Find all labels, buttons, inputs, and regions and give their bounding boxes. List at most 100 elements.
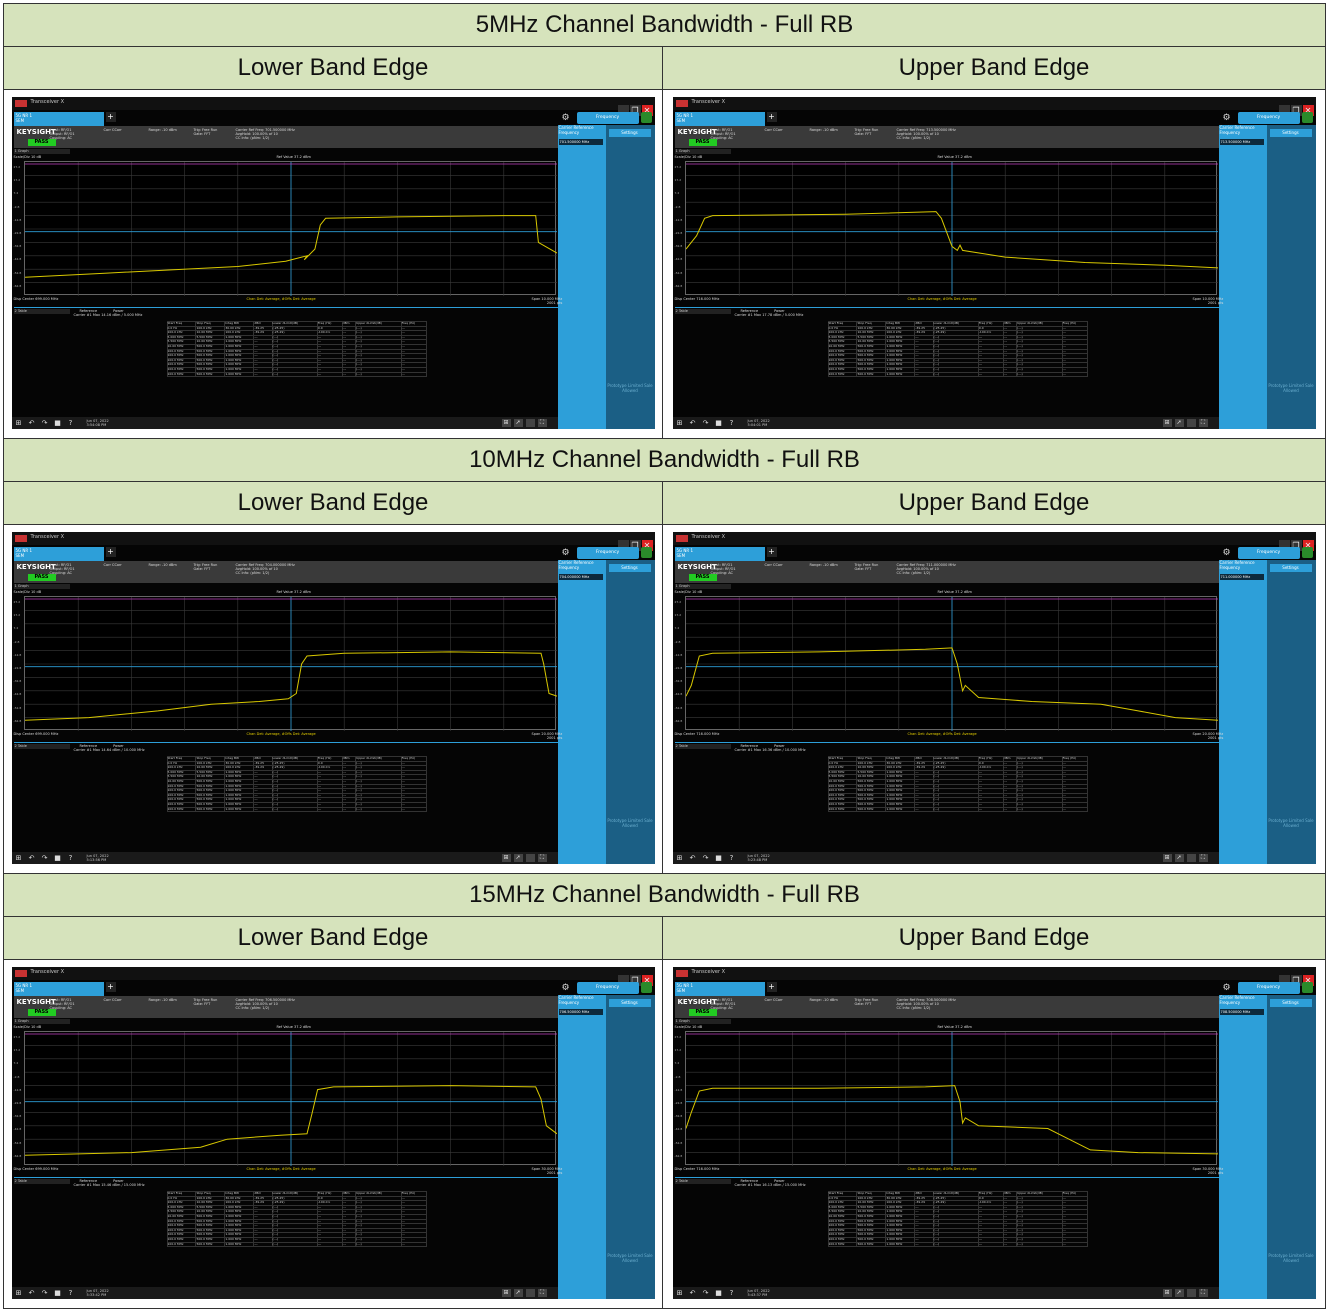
layout-icon[interactable]: ⊞ bbox=[1162, 854, 1172, 862]
graph-window-label[interactable]: 1 Graph bbox=[13, 149, 70, 154]
fullscreen-icon[interactable]: ⛶ bbox=[537, 1289, 547, 1297]
redo-icon[interactable]: ↷ bbox=[41, 854, 48, 862]
folder-icon[interactable]: ■ bbox=[54, 854, 61, 862]
gear-icon[interactable]: ⚙ bbox=[561, 548, 570, 558]
mode-tab[interactable]: 5G NR 1 SEM bbox=[13, 982, 104, 996]
fullscreen-icon[interactable]: ⛶ bbox=[537, 419, 547, 427]
help-icon[interactable]: ? bbox=[729, 419, 734, 427]
folder-icon[interactable]: ■ bbox=[715, 1289, 722, 1297]
fullscreen-icon[interactable]: ⛶ bbox=[537, 854, 547, 862]
minimize-icon[interactable]: _ bbox=[1278, 540, 1290, 551]
settings-button[interactable]: Settings bbox=[608, 999, 651, 1007]
add-tab-button[interactable]: + bbox=[766, 112, 777, 122]
graph-window-label[interactable]: 1 Graph bbox=[674, 1019, 731, 1024]
carrier-reference-value[interactable]: 706.500000 MHz bbox=[558, 1009, 603, 1015]
mode-tab[interactable]: 5G NR 1 SEM bbox=[13, 547, 104, 561]
carrier-reference-panel[interactable]: Carrier Reference Frequency 701.500000 MH… bbox=[557, 125, 606, 429]
settings-button[interactable]: Settings bbox=[1269, 129, 1312, 137]
settings-button[interactable]: Settings bbox=[1269, 999, 1312, 1007]
graph-window-label[interactable]: 1 Graph bbox=[13, 584, 70, 589]
restore-icon[interactable]: ❐ bbox=[629, 105, 641, 116]
carrier-reference-panel[interactable]: Carrier Reference Frequency 708.500000 MH… bbox=[1218, 995, 1267, 1299]
table-window-label[interactable]: 2 Table bbox=[674, 744, 731, 749]
run-indicator-button[interactable] bbox=[640, 547, 652, 558]
pointer-icon[interactable]: ➚ bbox=[1174, 1289, 1184, 1297]
mode-tab[interactable]: 5G NR 1 SEM bbox=[674, 547, 765, 561]
blank-icon[interactable] bbox=[1186, 1289, 1196, 1297]
help-icon[interactable]: ? bbox=[68, 419, 73, 427]
fullscreen-icon[interactable]: ⛶ bbox=[1198, 854, 1208, 862]
undo-icon[interactable]: ↶ bbox=[689, 1289, 696, 1297]
close-icon[interactable]: ✕ bbox=[1302, 540, 1314, 551]
pointer-icon[interactable]: ➚ bbox=[513, 419, 523, 427]
carrier-reference-panel[interactable]: Carrier Reference Frequency 704.000000 MH… bbox=[557, 560, 606, 864]
redo-icon[interactable]: ↷ bbox=[41, 1289, 48, 1297]
undo-icon[interactable]: ↶ bbox=[28, 1289, 35, 1297]
run-indicator-button[interactable] bbox=[1301, 112, 1313, 123]
redo-icon[interactable]: ↷ bbox=[702, 1289, 709, 1297]
carrier-reference-panel[interactable]: Carrier Reference Frequency 711.000000 MH… bbox=[1218, 560, 1267, 864]
restore-icon[interactable]: ❐ bbox=[629, 540, 641, 551]
settings-button[interactable]: Settings bbox=[1269, 564, 1312, 572]
add-tab-button[interactable]: + bbox=[766, 547, 777, 557]
gear-icon[interactable]: ⚙ bbox=[561, 983, 570, 993]
frequency-tab[interactable]: Frequency bbox=[1237, 547, 1300, 559]
add-tab-button[interactable]: + bbox=[105, 547, 116, 557]
pointer-icon[interactable]: ➚ bbox=[513, 1289, 523, 1297]
fullscreen-icon[interactable]: ⛶ bbox=[1198, 419, 1208, 427]
gear-icon[interactable]: ⚙ bbox=[1222, 113, 1231, 123]
folder-icon[interactable]: ■ bbox=[54, 419, 61, 427]
graph-window-label[interactable]: 1 Graph bbox=[674, 149, 731, 154]
redo-icon[interactable]: ↷ bbox=[702, 419, 709, 427]
pointer-icon[interactable]: ➚ bbox=[513, 854, 523, 862]
layout-icon[interactable]: ⊞ bbox=[501, 1289, 511, 1297]
table-window-label[interactable]: 2 Table bbox=[13, 744, 70, 749]
carrier-reference-value[interactable]: 704.000000 MHz bbox=[558, 574, 603, 580]
restore-icon[interactable]: ❐ bbox=[1290, 540, 1302, 551]
layout-icon[interactable]: ⊞ bbox=[501, 419, 511, 427]
restore-icon[interactable]: ❐ bbox=[1290, 105, 1302, 116]
carrier-reference-value[interactable]: 708.500000 MHz bbox=[1219, 1009, 1264, 1015]
settings-button[interactable]: Settings bbox=[608, 564, 651, 572]
windows-icon[interactable]: ⊞ bbox=[676, 1289, 683, 1297]
help-icon[interactable]: ? bbox=[68, 854, 73, 862]
restore-icon[interactable]: ❐ bbox=[1290, 975, 1302, 986]
gear-icon[interactable]: ⚙ bbox=[1222, 548, 1231, 558]
minimize-icon[interactable]: _ bbox=[1278, 105, 1290, 116]
windows-icon[interactable]: ⊞ bbox=[676, 854, 683, 862]
minimize-icon[interactable]: _ bbox=[617, 105, 629, 116]
table-window-label[interactable]: 2 Table bbox=[674, 1179, 731, 1184]
folder-icon[interactable]: ■ bbox=[715, 419, 722, 427]
carrier-reference-value[interactable]: 713.500000 MHz bbox=[1219, 139, 1264, 145]
add-tab-button[interactable]: + bbox=[105, 982, 116, 992]
help-icon[interactable]: ? bbox=[729, 1289, 734, 1297]
settings-button[interactable]: Settings bbox=[608, 129, 651, 137]
run-indicator-button[interactable] bbox=[640, 112, 652, 123]
layout-icon[interactable]: ⊞ bbox=[1162, 419, 1172, 427]
carrier-reference-panel[interactable]: Carrier Reference Frequency 706.500000 MH… bbox=[557, 995, 606, 1299]
undo-icon[interactable]: ↶ bbox=[28, 854, 35, 862]
fullscreen-icon[interactable]: ⛶ bbox=[1198, 1289, 1208, 1297]
graph-window-label[interactable]: 1 Graph bbox=[13, 1019, 70, 1024]
minimize-icon[interactable]: _ bbox=[617, 540, 629, 551]
mode-tab[interactable]: 5G NR 1 SEM bbox=[13, 112, 104, 126]
frequency-tab[interactable]: Frequency bbox=[1237, 112, 1300, 124]
table-window-label[interactable]: 2 Table bbox=[13, 309, 70, 314]
gear-icon[interactable]: ⚙ bbox=[561, 113, 570, 123]
blank-icon[interactable] bbox=[1186, 419, 1196, 427]
help-icon[interactable]: ? bbox=[729, 854, 734, 862]
blank-icon[interactable] bbox=[1186, 854, 1196, 862]
frequency-tab[interactable]: Frequency bbox=[576, 112, 639, 124]
close-icon[interactable]: ✕ bbox=[641, 105, 653, 116]
help-icon[interactable]: ? bbox=[68, 1289, 73, 1297]
frequency-tab[interactable]: Frequency bbox=[1237, 982, 1300, 994]
windows-icon[interactable]: ⊞ bbox=[15, 419, 22, 427]
close-icon[interactable]: ✕ bbox=[1302, 975, 1314, 986]
blank-icon[interactable] bbox=[525, 854, 535, 862]
windows-icon[interactable]: ⊞ bbox=[15, 1289, 22, 1297]
undo-icon[interactable]: ↶ bbox=[28, 419, 35, 427]
run-indicator-button[interactable] bbox=[1301, 547, 1313, 558]
windows-icon[interactable]: ⊞ bbox=[15, 854, 22, 862]
carrier-reference-value[interactable]: 711.000000 MHz bbox=[1219, 574, 1264, 580]
minimize-icon[interactable]: _ bbox=[1278, 975, 1290, 986]
